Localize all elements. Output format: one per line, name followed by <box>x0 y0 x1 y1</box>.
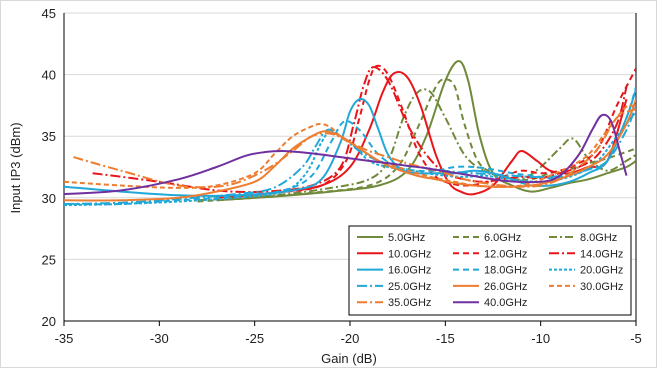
series-lines <box>64 60 636 207</box>
x-tick-label: -25 <box>245 331 264 346</box>
x-tick-label: -35 <box>55 331 74 346</box>
x-tick-label: -30 <box>150 331 169 346</box>
legend-label: 18.0GHz <box>484 265 527 277</box>
series-line-16-0ghz <box>64 89 636 197</box>
axes: 20 25 30 35 40 45 -35 -30 -25 -20 -15 -10 -5 <box>42 6 642 346</box>
series-line-30-0ghz <box>64 104 636 189</box>
y-tick-label: 45 <box>42 6 56 21</box>
series-line-35-0ghz <box>73 108 636 189</box>
legend-label: 40.0GHz <box>484 297 527 309</box>
y-axis-title: Input IP3 (dBm) <box>8 122 23 213</box>
legend-label: 14.0GHz <box>580 248 623 260</box>
series-line-40-0ghz <box>64 113 628 196</box>
x-tick-label: -20 <box>341 331 360 346</box>
legend-label: 16.0GHz <box>388 265 431 277</box>
x-axis-title: Gain (dB) <box>321 351 377 366</box>
legend-label: 30.0GHz <box>580 281 623 293</box>
y-tick-label: 20 <box>42 314 56 329</box>
series-line-26-0ghz <box>64 98 636 202</box>
legend-label: 35.0GHz <box>388 297 431 309</box>
series-line-6-0ghz <box>197 78 636 203</box>
y-tick-label: 30 <box>42 191 56 206</box>
x-tick-label: -5 <box>630 331 642 346</box>
x-tick-label: -10 <box>531 331 550 346</box>
legend-label: 10.0GHz <box>388 248 431 260</box>
legend-label: 12.0GHz <box>484 248 527 260</box>
x-tick-label: -15 <box>436 331 455 346</box>
legend-label: 8.0GHz <box>580 232 617 244</box>
y-tick-label: 40 <box>42 68 56 83</box>
legend-label: 26.0GHz <box>484 281 527 293</box>
legend-label: 6.0GHz <box>484 232 521 244</box>
legend-label: 5.0GHz <box>388 232 425 244</box>
legend-box <box>348 225 632 316</box>
y-tick-label: 35 <box>42 129 56 144</box>
legend-label: 25.0GHz <box>388 281 431 293</box>
legend: 5.0GHz 6.0GHz 8.0GHz 10.0GHz 12.0GHz 14.0GHz 1… <box>348 225 632 316</box>
legend-label: 20.0GHz <box>580 265 623 277</box>
y-tick-label: 25 <box>42 252 56 267</box>
series-line-5-0ghz <box>216 60 636 202</box>
